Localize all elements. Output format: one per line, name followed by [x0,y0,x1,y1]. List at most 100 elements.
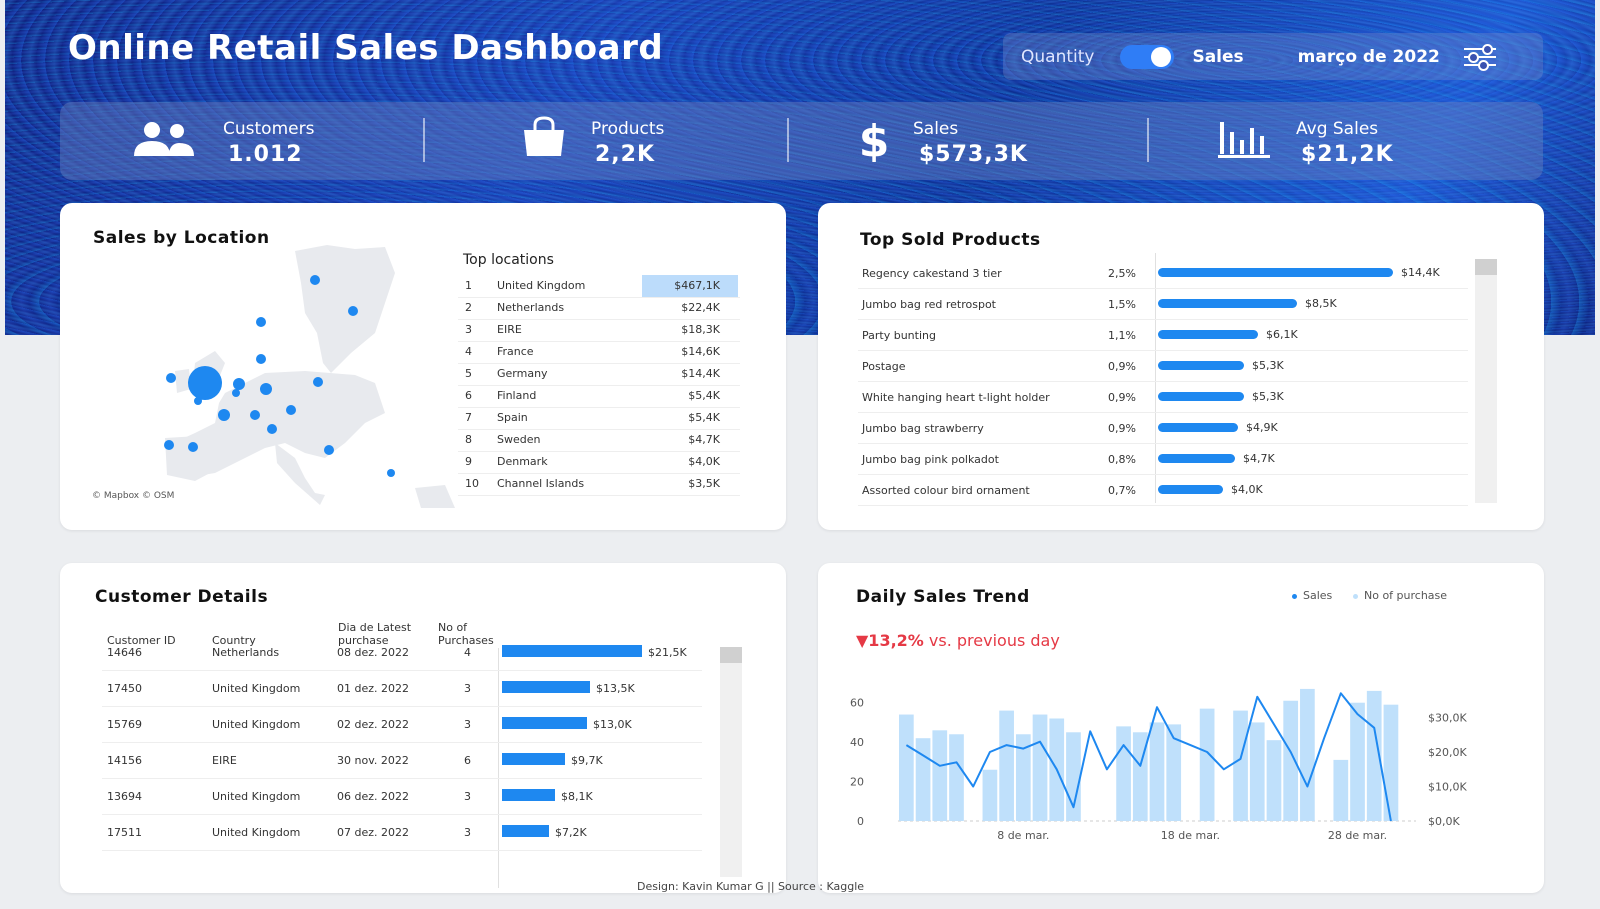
legend-sales[interactable]: Sales [1292,589,1332,602]
product-row[interactable]: Assorted colour bird ornament 0,7% $4,0K [858,474,1468,506]
customer-id: 17450 [107,682,142,695]
product-row[interactable]: Party bunting 1,1% $6,1K [858,319,1468,351]
customer-id: 13694 [107,790,142,803]
product-row[interactable]: White hanging heart t-light holder 0,9% $5… [858,381,1468,413]
product-value: $6,1K [1266,328,1298,341]
customer-purchases: 4 [464,646,471,659]
purchase-bar [1383,704,1399,821]
column-header-customer-id[interactable]: Customer ID [107,634,176,647]
y-tick-label-right: $10,0K [1428,781,1467,794]
product-percent: 0,9% [1108,391,1136,404]
customer-row[interactable]: 13694 United Kingdom 06 dez. 2022 3 $8,1K [102,778,702,815]
product-row[interactable]: Jumbo bag red retrospot 1,5% $8,5K [858,288,1468,320]
location-row[interactable]: 4 France $14,6K [458,341,740,364]
location-row[interactable]: 10 Channel Islands $3,5K [458,473,740,496]
control-bar: Quantity Sales março de 2022 [1003,33,1543,80]
location-rank: 1 [465,279,472,292]
customer-sales-value: $7,2K [555,826,587,839]
toggle-label-quantity[interactable]: Quantity [1021,46,1095,67]
map-credit[interactable]: © Mapbox © OSM [92,491,175,501]
column-divider [498,648,499,888]
shopping-bag-icon [524,116,564,156]
location-rank: 8 [465,433,472,446]
kpi-value: $573,3K [919,142,1028,167]
customer-latest-purchase: 06 dez. 2022 [337,790,410,803]
legend-no-of-purchase[interactable]: No of purchase [1353,589,1447,602]
product-percent: 0,8% [1108,453,1136,466]
product-bar [1158,361,1244,370]
product-row[interactable]: Postage 0,9% $5,3K [858,350,1468,382]
customer-sales-bar [502,645,642,657]
scrollbar-thumb[interactable] [1475,259,1497,275]
customer-sales-value: $13,5K [596,682,635,695]
location-value: $3,5K [688,477,720,490]
kpi-customers: Customers 1.012 [120,102,440,180]
kpi-products: Products 2,2K [518,102,818,180]
customer-row[interactable]: 14646 Netherlands 08 dez. 2022 4 $21,5K [102,634,702,671]
legend-dot [1292,593,1297,599]
product-percent: 0,9% [1108,360,1136,373]
europe-map[interactable] [155,243,455,508]
product-row[interactable]: Jumbo bag strawberry 0,9% $4,9K [858,412,1468,444]
location-name: Germany [497,367,548,380]
customer-country: United Kingdom [212,718,301,731]
customer-row[interactable]: 17450 United Kingdom 01 dez. 2022 3 $13,5K [102,670,702,707]
product-value: $4,7K [1243,452,1275,465]
location-row[interactable]: 8 Sweden $4,7K [458,429,740,452]
location-row[interactable]: 6 Finland $5,4K [458,385,740,408]
delta-value: ▼13,2% [856,631,924,650]
purchase-bar [1266,740,1282,821]
customer-row[interactable]: 15769 United Kingdom 02 dez. 2022 3 $13,0K [102,706,702,743]
toggle-label-sales[interactable]: Sales [1192,46,1244,67]
purchase-bar [915,738,931,821]
x-tick-label: 8 de mar. [997,829,1049,842]
customer-details-card: Customer Details Customer ID Country Dia… [60,563,786,893]
location-row[interactable]: 2 Netherlands $22,4K [458,297,740,320]
product-bar [1158,392,1244,401]
customer-sales-value: $8,1K [561,790,593,803]
location-row[interactable]: 7 Spain $5,4K [458,407,740,430]
column-header-no-of-purchases[interactable]: No of Purchases [438,621,494,647]
column-header-country[interactable]: Country [212,634,256,647]
location-value: $5,4K [688,411,720,424]
location-name: Channel Islands [497,477,585,490]
month-filter-value[interactable]: março de 2022 [1297,46,1440,67]
scrollbar-thumb[interactable] [720,647,742,663]
sales-by-location-card: Sales by Location © Mapbox © OSM Top loc… [60,203,786,530]
location-name: France [497,345,534,358]
location-rank: 2 [465,301,472,314]
column-header-latest-purchase[interactable]: Dia de Latest purchase [338,621,412,647]
purchase-bar [949,734,964,821]
daily-sales-trend-chart[interactable]: 0 20 40 60 $0,0K $10,0K $20,0K $30,0K 8 de mar. 1… [818,563,1544,893]
product-name: Party bunting [862,329,936,342]
location-row[interactable]: 1 United Kingdom $467,1K [458,275,740,298]
svg-text:$: $ [859,116,890,162]
product-value: $8,5K [1305,297,1337,310]
customer-row[interactable]: 14156 EIRE 30 nov. 2022 6 $9,7K [102,742,702,779]
customer-row[interactable]: 17511 United Kingdom 07 dez. 2022 3 $7,2K [102,814,702,851]
kpi-label: Customers [223,119,315,139]
customers-scrollbar[interactable] [720,647,742,877]
product-bar [1158,454,1235,463]
customer-sales-bar [502,681,590,693]
location-row[interactable]: 3 EIRE $18,3K [458,319,740,342]
product-name: Assorted colour bird ornament [862,484,1030,497]
customer-purchases: 6 [464,754,471,767]
product-row[interactable]: Regency cakestand 3 tier 2,5% $14,4K [858,257,1468,289]
customer-sales-bar [502,789,555,801]
y-tick-label-left: 40 [850,736,864,749]
location-row[interactable]: 5 Germany $14,4K [458,363,740,386]
page-title: Online Retail Sales Dashboard [68,28,664,68]
kpi-divider [423,118,425,162]
location-row[interactable]: 9 Denmark $4,0K [458,451,740,474]
product-row[interactable]: Jumbo bag pink polkadot 0,8% $4,7K [858,443,1468,475]
product-name: Jumbo bag red retrospot [862,298,996,311]
customer-purchases: 3 [464,682,471,695]
customer-sales-value: $21,5K [648,646,687,659]
card-title: Daily Sales Trend [856,587,1030,607]
sliders-icon[interactable] [1462,43,1498,71]
quantity-sales-toggle[interactable] [1120,44,1175,69]
location-value: $5,4K [688,389,720,402]
products-scrollbar[interactable] [1475,259,1497,503]
purchase-bar [1300,688,1315,821]
